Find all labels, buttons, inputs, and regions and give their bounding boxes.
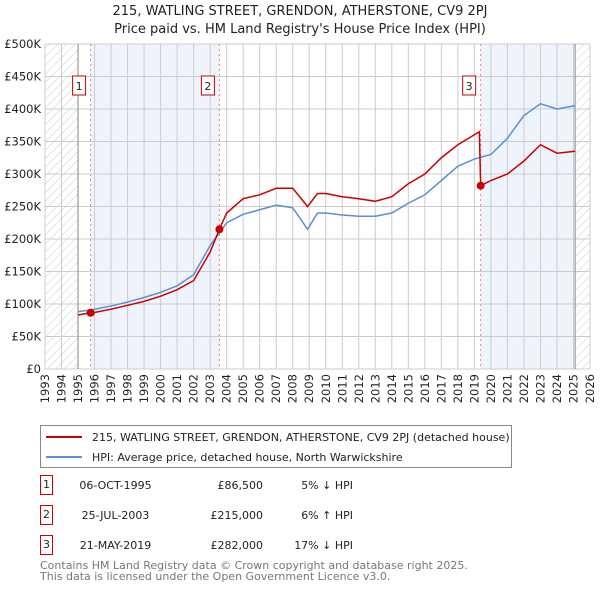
- sale-marker: 2: [40, 505, 53, 525]
- sale-hpi: 5% ↓ HPI: [301, 478, 353, 492]
- x-tick-label: 2021: [500, 374, 514, 403]
- sale-hpi: 6% ↑ HPI: [301, 508, 353, 522]
- x-tick-label: 1999: [137, 374, 151, 403]
- sale-date: 25-JUL-2003: [81, 508, 150, 522]
- sale-date: 06-OCT-1995: [79, 478, 152, 492]
- sale-price: £282,000: [210, 538, 264, 552]
- sale-label: 2: [204, 80, 211, 93]
- y-tick-label: £250K: [4, 200, 41, 214]
- x-tick-label: 1994: [55, 374, 69, 403]
- sale-point: [86, 308, 95, 317]
- table-row: 1 06-OCT-1995 £86,500 5% ↓ HPI: [40, 475, 353, 495]
- table-row: 3 21-MAY-2019 £282,000 17% ↓ HPI: [40, 535, 353, 555]
- x-tick-label: 2024: [550, 374, 564, 403]
- y-tick-label: £50K: [12, 330, 42, 344]
- chart: 1993 1994 1995 1996 1997 1998 1999 2000 2001 2002…: [4, 37, 597, 403]
- footer-line: Contains HM Land Registry data © Crown c…: [40, 559, 468, 572]
- sale-price: £86,500: [217, 478, 264, 492]
- sale-marker: 1: [40, 475, 53, 495]
- x-tick-label: 2006: [253, 374, 267, 403]
- legend-swatch-hpi: [46, 456, 82, 458]
- x-tick-label: 2016: [418, 374, 432, 403]
- y-tick-label: £0: [26, 362, 41, 376]
- x-tick-label: 2010: [319, 374, 333, 403]
- hpi-line: [77, 102, 576, 313]
- y-tick-label: £450K: [4, 70, 41, 84]
- x-tick-label: 2009: [302, 374, 316, 403]
- footer-line: This data is licensed under the Open Gov…: [40, 570, 391, 583]
- x-tick-label: 1996: [88, 374, 102, 403]
- y-tick-label: £350K: [4, 135, 41, 149]
- chart-title: 215, WATLING STREET, GRENDON, ATHERSTONE…: [0, 3, 600, 39]
- y-tick-label: £200K: [4, 232, 41, 246]
- plot-border: [44, 43, 591, 370]
- sale-label-box: [462, 75, 477, 96]
- x-tick-label: 2014: [385, 374, 399, 403]
- sale-label-box: [200, 75, 215, 96]
- x-tick-label: 2011: [335, 374, 349, 403]
- x-tick-label: 2017: [434, 374, 448, 403]
- legend: 215, WATLING STREET, GRENDON, ATHERSTONE…: [40, 425, 512, 468]
- sale-label: 1: [76, 80, 83, 93]
- x-tick-label: 1997: [104, 374, 118, 403]
- legend-label-hpi: HPI: Average price, detached house, Nort…: [92, 450, 403, 464]
- x-tick-label: 2005: [236, 374, 250, 403]
- y-tick-label: £100K: [4, 297, 41, 311]
- x-tick-label: 2007: [269, 374, 283, 403]
- x-tick-label: 2019: [467, 374, 481, 403]
- sale-hpi: 17% ↓ HPI: [294, 538, 353, 552]
- legend-swatch-property: [46, 436, 82, 438]
- x-tick-label: 2023: [533, 374, 547, 403]
- table-row: 2 25-JUL-2003 £215,000 6% ↑ HPI: [40, 505, 353, 525]
- y-tick-label: £500K: [4, 37, 41, 51]
- x-tick-label: 1993: [38, 374, 52, 403]
- x-tick-label: 2020: [484, 374, 498, 403]
- x-tick-label: 2008: [286, 374, 300, 403]
- x-tick-label: 1995: [71, 374, 85, 403]
- x-tick-label: 2025: [566, 374, 580, 403]
- x-tick-label: 2018: [451, 374, 465, 403]
- y-tick-label: £400K: [4, 102, 41, 116]
- x-tick-label: 2002: [187, 374, 201, 403]
- sale-price: £215,000: [210, 508, 264, 522]
- x-tick-label: 2004: [220, 374, 234, 403]
- x-tick-label: 1998: [121, 374, 135, 403]
- x-tick-label: 2013: [368, 374, 382, 403]
- sale-point: [476, 181, 485, 190]
- footer: Contains HM Land Registry data © Crown c…: [40, 560, 468, 582]
- x-tick-label: 2003: [203, 374, 217, 403]
- x-tick-label: 2000: [154, 374, 168, 403]
- title: 215, WATLING STREET, GRENDON, ATHERSTONE…: [112, 4, 488, 19]
- x-tick-label: 2012: [352, 374, 366, 403]
- sale-label: 3: [466, 80, 473, 93]
- sale-marker: 3: [40, 535, 53, 555]
- x-tick-label: 2001: [170, 374, 184, 403]
- sale-point: [215, 225, 224, 234]
- x-tick-label: 2015: [401, 374, 415, 403]
- x-tick-label: 2026: [583, 374, 597, 403]
- legend-label-property: 215, WATLING STREET, GRENDON, ATHERSTONE…: [92, 430, 510, 444]
- y-tick-label: £300K: [4, 167, 41, 181]
- sale-date: 21-MAY-2019: [79, 538, 152, 552]
- subtitle: Price paid vs. HM Land Registry's House …: [114, 22, 486, 37]
- y-tick-label: £150K: [4, 265, 41, 279]
- x-tick-label: 2022: [517, 374, 531, 403]
- sale-label-box: [72, 75, 87, 96]
